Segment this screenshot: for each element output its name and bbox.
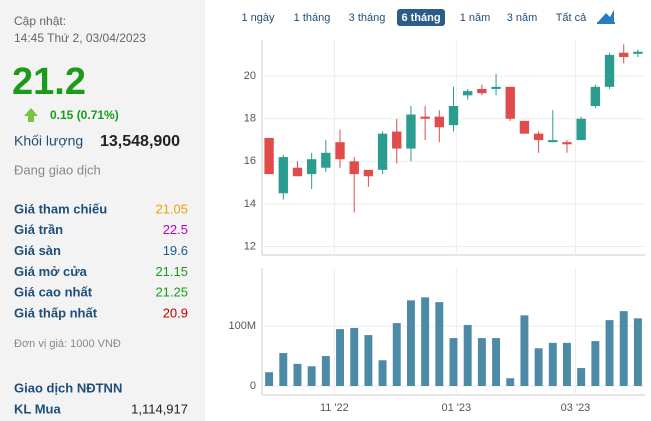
y-tick-label: 18 (244, 113, 256, 125)
row-label: Giá cao nhất (14, 285, 93, 300)
volume-bar (421, 297, 430, 387)
range-button[interactable]: Tất cả (556, 12, 587, 24)
info-panel (0, 0, 205, 421)
y-tick-label: 14 (244, 198, 256, 210)
candle-body (533, 133, 544, 141)
volume-bar (563, 342, 571, 387)
price-change: 0.15 (0.71%) (50, 108, 119, 122)
y-tick-label: 100M (228, 320, 256, 332)
volume-bar (548, 342, 557, 387)
volume-label: Khối lượng (14, 133, 83, 149)
chart-icon[interactable] (598, 10, 614, 22)
candle-body (505, 86, 515, 119)
row-label: Giá tham chiếu (14, 201, 107, 216)
volume-bar (591, 341, 600, 387)
candle-body (406, 114, 416, 149)
volume-bar (392, 323, 401, 387)
volume-bar (265, 372, 274, 387)
volume-bar (605, 320, 614, 387)
volume-bar (577, 368, 586, 387)
volume-bar (406, 300, 415, 387)
volume-value: 13,548,900 (100, 133, 180, 150)
volume-bar (364, 335, 373, 387)
candle-body (576, 118, 586, 141)
volume-bar (307, 366, 316, 387)
y-tick-label: 16 (244, 155, 256, 167)
range-button[interactable]: 3 tháng (349, 12, 386, 24)
volume-bar (477, 338, 486, 387)
candle-body (264, 137, 274, 175)
range-button[interactable]: 1 ngày (241, 12, 275, 24)
candle-body (306, 159, 317, 175)
x-tick-label: 03 '23 (561, 402, 591, 414)
volume-bar (435, 302, 444, 387)
row-label: Giá thấp nhất (14, 305, 98, 320)
x-tick-label: 11 '22 (320, 402, 349, 414)
volume-bar (633, 318, 642, 387)
candle-body (434, 116, 444, 128)
candle-body (590, 86, 601, 106)
volume-bar (293, 363, 302, 387)
candle-body (562, 142, 572, 145)
volume-bar (463, 324, 472, 387)
update-time: 14:45 Thứ 2, 03/04/2023 (14, 31, 146, 45)
volume-bar (350, 327, 359, 387)
volume-bar (449, 338, 458, 387)
foreign-title: Giao dịch NĐTNN (14, 380, 122, 395)
x-tick-label: 01 '23 (442, 402, 472, 414)
volume-bar (321, 356, 330, 387)
row-value: 21.15 (155, 264, 188, 279)
y-tick-label: 20 (244, 70, 256, 82)
volume-bar (619, 311, 628, 387)
candle-body (463, 91, 473, 96)
volume-bar (520, 315, 529, 387)
candle-body (292, 167, 303, 177)
candle-body (377, 133, 388, 170)
volume-bar (506, 378, 515, 387)
volume-bar (336, 329, 344, 387)
candle-body (420, 116, 430, 119)
candle-body (392, 131, 402, 149)
candle-body (604, 54, 615, 87)
row-value: 21.05 (155, 201, 188, 216)
update-label: Cập nhật: (14, 14, 66, 28)
y-tick-label: 12 (244, 240, 256, 252)
up-arrow (24, 108, 38, 122)
candle-body (363, 169, 374, 177)
volume-bar (378, 360, 387, 387)
range-button[interactable]: 1 năm (460, 12, 491, 24)
candle-body (519, 120, 530, 134)
row-value: 21.25 (155, 285, 188, 300)
row-value: 1,114,917 (131, 401, 188, 416)
row-value: 22.5 (163, 222, 188, 237)
range-button-bg (397, 9, 445, 26)
status: Đang giao dịch (14, 162, 101, 177)
row-label: KL Mua (14, 401, 61, 416)
candle-body (477, 88, 487, 94)
candle-body (619, 52, 629, 58)
candle-body (349, 161, 359, 175)
volume-bar (279, 353, 288, 387)
candle-body (278, 157, 288, 194)
price: 21.2 (12, 61, 86, 103)
volume-bar (534, 348, 543, 387)
candle-body (448, 105, 459, 126)
row-label: Giá trần (14, 222, 63, 237)
row-label: Giá mở cửa (14, 264, 88, 279)
y-tick-label: 0 (250, 380, 256, 392)
candle-body (491, 86, 501, 89)
row-value: 19.6 (163, 243, 188, 258)
range-button[interactable]: 3 năm (507, 12, 538, 24)
range-button[interactable]: 6 tháng (401, 12, 440, 24)
unit-note: Đơn vị giá: 1000 VNĐ (14, 338, 121, 350)
candle-body (548, 140, 558, 143)
candle-body (335, 142, 345, 160)
row-label: Giá sàn (14, 243, 61, 258)
volume-bar (492, 338, 501, 387)
range-button[interactable]: 1 tháng (294, 12, 331, 24)
candle-body (633, 51, 643, 54)
candle-body (321, 152, 331, 168)
row-value: 20.9 (163, 305, 188, 320)
